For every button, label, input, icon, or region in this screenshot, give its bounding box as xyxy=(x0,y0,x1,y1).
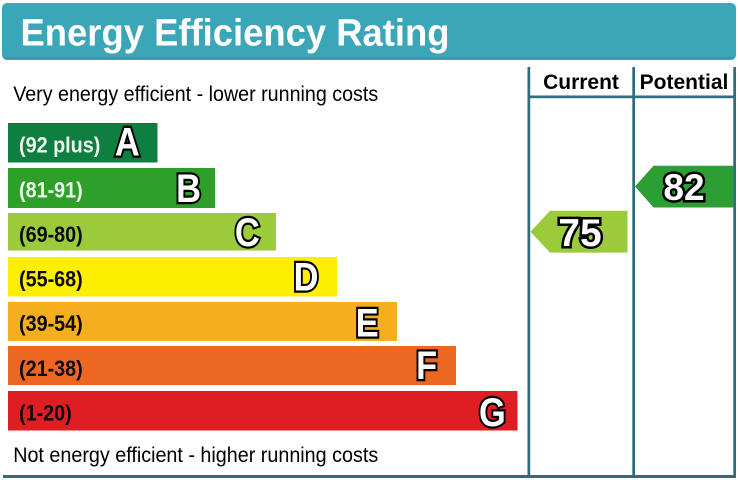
svg-text:G: G xyxy=(479,390,506,435)
svg-text:(1-20): (1-20) xyxy=(19,402,72,426)
svg-text:Potential: Potential xyxy=(640,71,729,94)
svg-text:Current: Current xyxy=(543,71,619,94)
svg-text:E: E xyxy=(356,300,379,345)
svg-text:(39-54): (39-54) xyxy=(19,312,83,336)
svg-text:(21-38): (21-38) xyxy=(19,357,83,381)
svg-text:82: 82 xyxy=(663,167,704,208)
svg-text:(55-68): (55-68) xyxy=(19,268,83,292)
svg-text:Very energy efficient - lower: Very energy efficient - lower running co… xyxy=(13,83,378,106)
svg-text:B: B xyxy=(176,166,201,211)
svg-text:D: D xyxy=(294,254,319,299)
svg-text:(81-91): (81-91) xyxy=(19,179,83,203)
svg-text:Energy Efficiency Rating: Energy Efficiency Rating xyxy=(21,12,450,54)
svg-text:(69-80): (69-80) xyxy=(19,223,83,247)
svg-text:C: C xyxy=(235,210,260,255)
svg-text:75: 75 xyxy=(558,212,601,255)
svg-text:Not energy efficient - higher: Not energy efficient - higher running co… xyxy=(13,444,378,467)
svg-text:F: F xyxy=(416,343,437,388)
svg-text:(92 plus): (92 plus) xyxy=(19,134,100,158)
svg-text:A: A xyxy=(115,119,140,164)
